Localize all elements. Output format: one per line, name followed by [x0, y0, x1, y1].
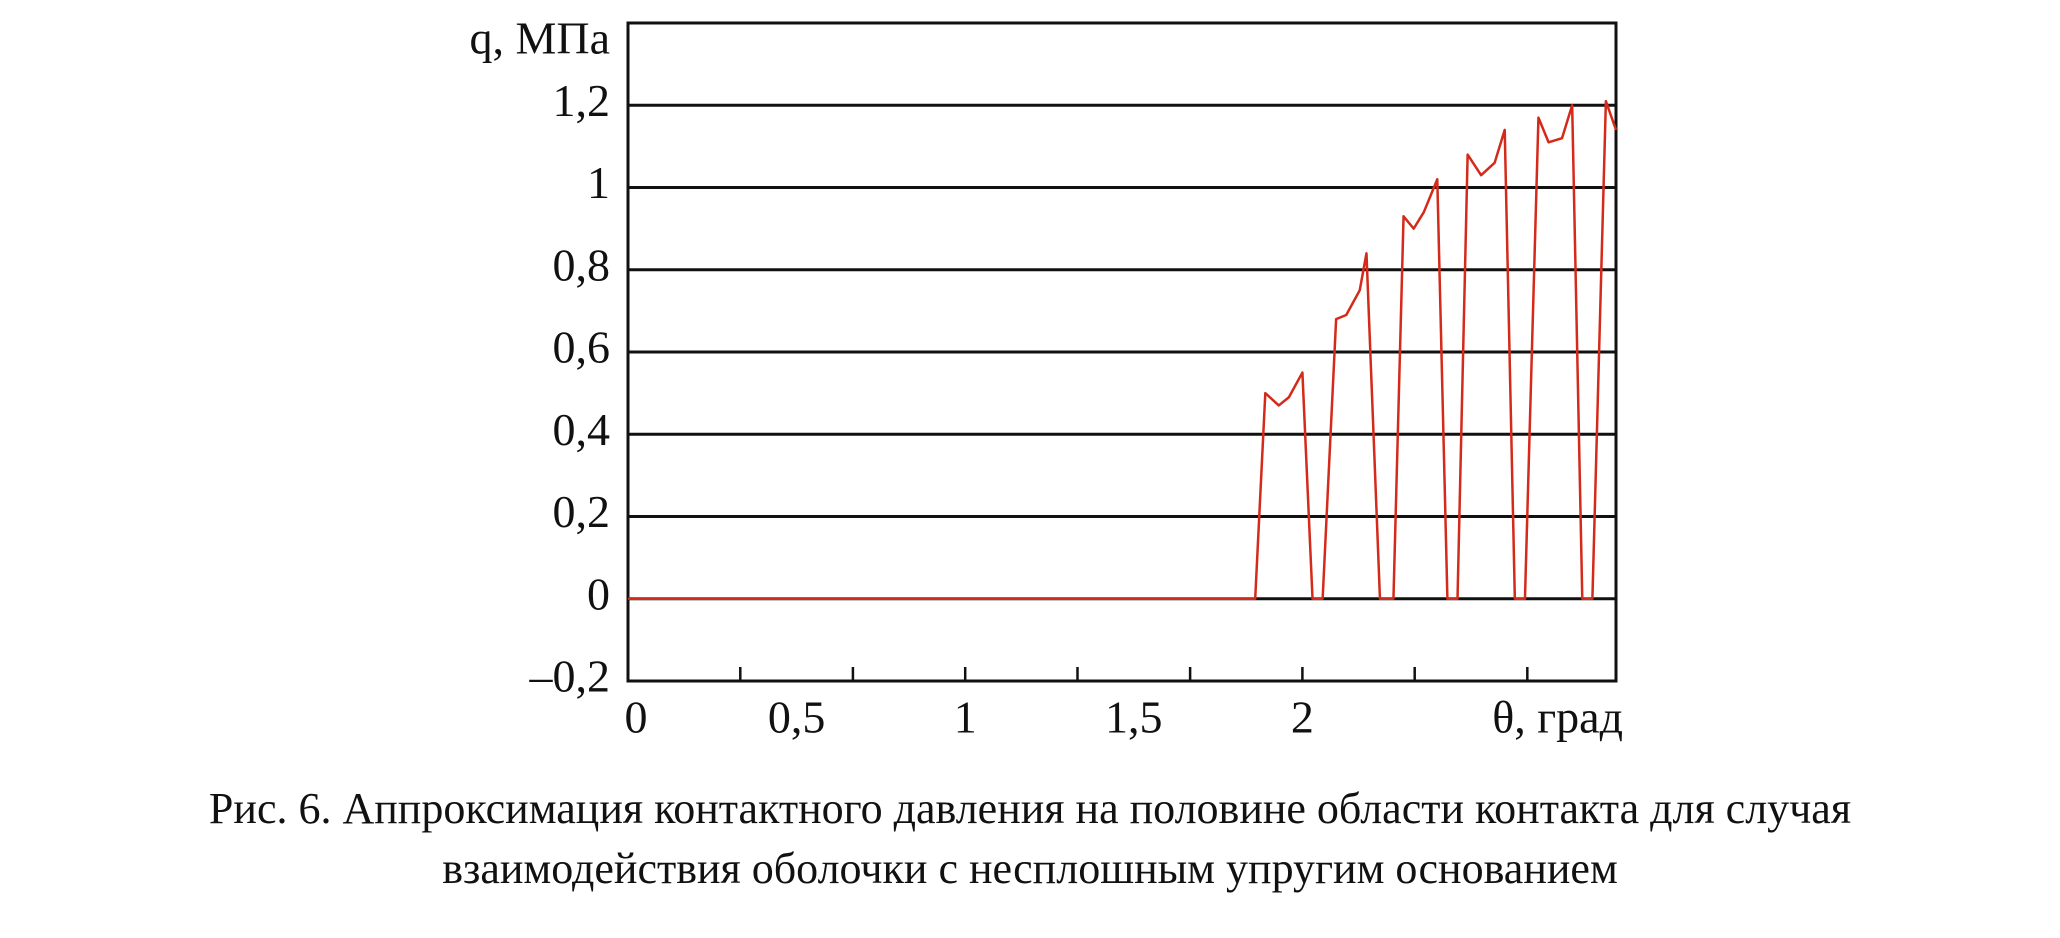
y-tick-label: 1: [587, 157, 610, 208]
x-tick-label: 0,5: [768, 692, 826, 743]
x-tick-label: 1: [954, 692, 977, 743]
x-tick-label: 1,5: [1105, 692, 1163, 743]
x-axis-label: θ, град: [1492, 692, 1623, 743]
y-tick-label: 0,2: [553, 486, 611, 537]
y-tick-label: –0,2: [529, 651, 611, 702]
caption: Рис. 6. Аппроксимация контактного давлен…: [209, 784, 1851, 833]
y-tick-label: 0,6: [553, 322, 611, 373]
y-tick-label: 0,8: [553, 239, 611, 290]
data-line: [628, 99, 1618, 600]
plot-frame: [626, 21, 1618, 683]
y-tick-label: 0: [587, 568, 610, 619]
y-tick-label: 0,4: [553, 404, 611, 455]
y-tick-label: 1,2: [553, 75, 611, 126]
x-tick-label: 2: [1291, 692, 1314, 743]
caption: взаимодействия оболочки с несплошным упр…: [442, 844, 1618, 893]
y-axis-label: q, МПа: [469, 13, 610, 64]
x-tick-label: 0: [625, 692, 648, 743]
